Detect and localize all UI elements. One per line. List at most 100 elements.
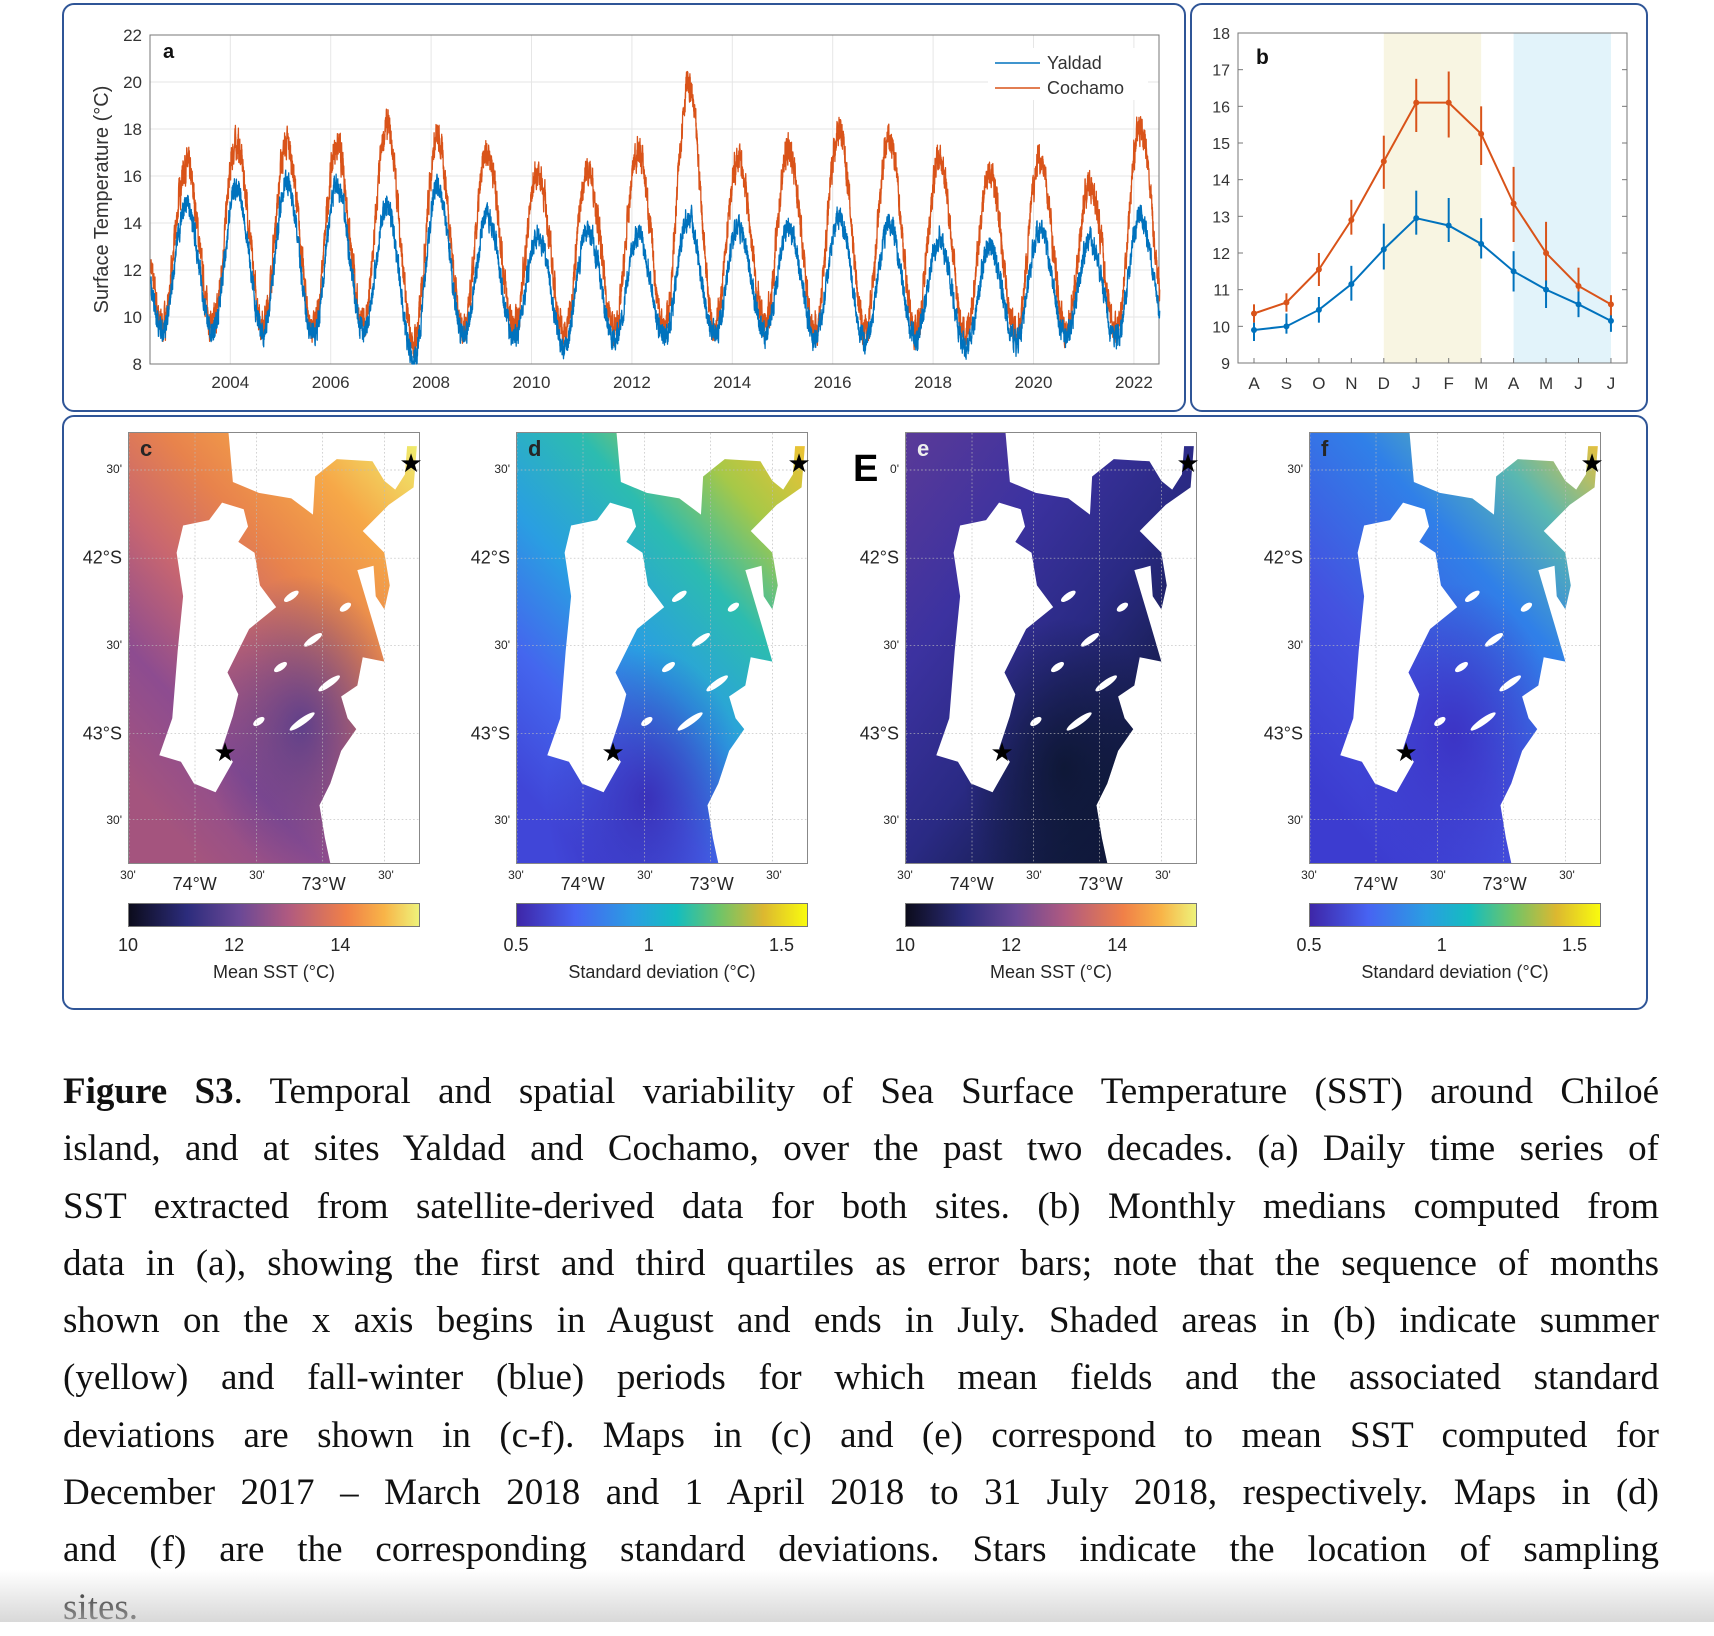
y-tick-label: 12: [123, 261, 142, 280]
latitude-label: 30': [106, 462, 122, 477]
map-c: [128, 432, 420, 864]
islet: [253, 716, 265, 727]
longitude-label: 73°W: [1482, 874, 1527, 894]
islet: [691, 633, 711, 647]
islet: [1080, 633, 1100, 647]
median-point-yaldad: [1283, 323, 1290, 330]
x-tick-label: 2004: [211, 373, 249, 392]
islet: [1066, 712, 1092, 731]
caption-text: island, and at sites Yaldad and Cochamo,…: [63, 1128, 1659, 1170]
map-e: [905, 432, 1197, 864]
median-point-cochamo: [1380, 158, 1387, 165]
colorbar-e: [905, 903, 1197, 927]
y-axis-label: Surface Temperature (°C): [91, 86, 113, 314]
sampling-site-star-cochamo: ★: [1176, 448, 1200, 478]
colorbar-title: Mean SST (°C): [990, 962, 1112, 982]
islet: [1470, 712, 1496, 731]
median-point-yaldad: [1607, 317, 1614, 324]
islet: [1455, 661, 1468, 673]
bottom-shadow: [0, 1570, 1714, 1622]
month-label: J: [1412, 374, 1421, 393]
caption-line: Figure S3. Temporal and spatial variabil…: [63, 1063, 1659, 1120]
latitude-label: 30': [883, 638, 899, 653]
latitude-label: 30': [1287, 813, 1303, 827]
panel-label-b: b: [1256, 46, 1269, 69]
colorbar-tick-label: 1.5: [1561, 935, 1587, 955]
caption-line: shown on the x axis begins in August and…: [63, 1292, 1659, 1349]
median-point-yaldad: [1315, 306, 1322, 313]
month-label: S: [1281, 374, 1292, 393]
y-tick-label: 22: [123, 26, 142, 45]
y-tick-label: 18: [1212, 26, 1230, 43]
caption-line: data in (a), showing the first and third…: [63, 1235, 1659, 1292]
x-tick-label: 2012: [613, 373, 651, 392]
colorbar-title: Standard deviation (°C): [568, 962, 756, 982]
x-tick-label: 2020: [1015, 373, 1053, 392]
latitude-label: 43°S: [82, 723, 122, 744]
caption-text: and (f) are the corresponding standard d…: [63, 1529, 1659, 1571]
islet: [1464, 590, 1480, 602]
caption-text: December 2017 – March 2018 and 1 April 2…: [63, 1472, 1659, 1514]
islet: [283, 590, 299, 602]
latitude-label: 42°S: [470, 547, 510, 568]
islet: [1051, 661, 1064, 673]
longitude-label: 30': [897, 868, 913, 882]
y-tick-label: 13: [1212, 209, 1230, 226]
sea-surface-anomaly: [1310, 433, 1598, 863]
colorbar-tick-label: 12: [224, 935, 245, 955]
islet: [289, 712, 315, 731]
panel-label-f: f: [1321, 436, 1329, 461]
median-point-cochamo: [1510, 200, 1517, 207]
y-tick-label: 14: [123, 214, 142, 233]
median-point-cochamo: [1251, 310, 1257, 317]
median-point-cochamo: [1283, 299, 1290, 306]
colorbar-tick-label: 1: [643, 935, 654, 955]
median-point-cochamo: [1575, 283, 1582, 289]
latitude-label: 43°S: [1263, 723, 1303, 744]
colorbar-c: [128, 903, 420, 927]
caption-text: deviations are shown in (c-f). Maps in (…: [63, 1414, 1659, 1456]
caption-text: . Temporal and spatial variability of Se…: [233, 1071, 1659, 1112]
latitude-label: 42°S: [1263, 547, 1303, 568]
islet: [339, 602, 352, 612]
latitude-label: 42°S: [82, 547, 122, 568]
month-label: N: [1345, 374, 1357, 393]
panel-label-c: c: [140, 436, 153, 461]
month-label: F: [1444, 374, 1454, 393]
median-point-cochamo: [1607, 301, 1614, 308]
x-tick-label: 2014: [713, 373, 751, 392]
latitude-label: 30': [883, 813, 899, 827]
median-point-cochamo: [1478, 130, 1485, 137]
panel-a-frame: [62, 3, 1186, 412]
longitude-label: 74°W: [949, 874, 994, 894]
sampling-site-star-cochamo: ★: [787, 448, 811, 478]
caption-figure-label: Figure S3: [63, 1071, 234, 1112]
longitude-label: 30': [637, 868, 653, 882]
maps-frame: [62, 415, 1648, 1010]
islet: [677, 712, 703, 731]
islet: [1434, 716, 1446, 727]
longitude-label: 30': [120, 868, 136, 882]
latitude-label: 30': [494, 462, 510, 477]
y-tick-label: 16: [1212, 99, 1230, 116]
islet: [671, 590, 687, 602]
caption-text: SST extracted from satellite-derived dat…: [63, 1185, 1659, 1227]
median-point-cochamo: [1445, 99, 1452, 106]
colorbar-tick-label: 14: [330, 935, 351, 955]
longitude-label: 73°W: [689, 874, 734, 894]
colorbar-tick-label: 12: [1001, 935, 1022, 955]
latitude-label: 30': [494, 813, 510, 827]
sampling-site-star-yaldad: ★: [601, 737, 625, 767]
longitude-label: 30': [1430, 868, 1446, 882]
caption-line: deviations are shown in (c-f). Maps in (…: [63, 1407, 1659, 1464]
islet: [1499, 675, 1521, 692]
longitude-label: 30': [1026, 868, 1042, 882]
y-tick-label: 8: [133, 355, 142, 374]
latitude-label: 43°S: [859, 723, 899, 744]
colorbar-tick-label: 14: [1107, 935, 1128, 955]
islet: [1030, 716, 1042, 727]
plot-a-axes: [149, 34, 1160, 365]
sampling-site-star-yaldad: ★: [990, 737, 1014, 767]
y-tick-label: 10: [123, 308, 142, 327]
sea-surface-anomaly: [129, 433, 417, 863]
